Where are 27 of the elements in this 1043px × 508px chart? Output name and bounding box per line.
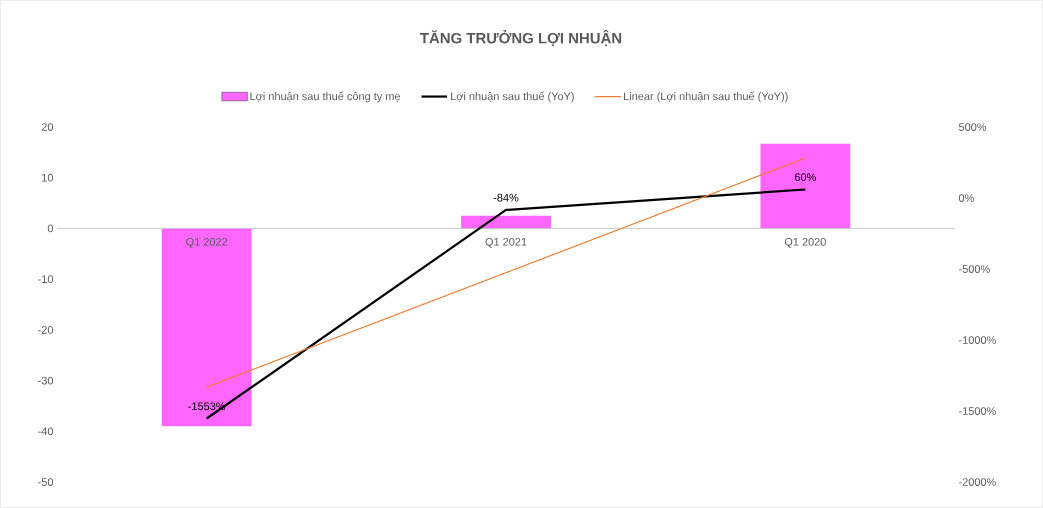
y2-tick-label: 500% — [958, 123, 987, 131]
chart-title: TĂNG TRƯỞNG LỢI NHUẬN — [420, 29, 622, 47]
x-tick-label: Q1 2021 — [485, 237, 527, 248]
bar — [461, 215, 551, 229]
y-tick-label: 20 — [41, 123, 54, 131]
y-tick-label: -20 — [38, 325, 54, 334]
y-tick-label: -30 — [38, 376, 54, 385]
y-tick-label: 0 — [47, 224, 54, 233]
y-tick-label: -50 — [38, 478, 54, 486]
y2-tick-label: -500% — [959, 265, 990, 273]
bar — [161, 228, 252, 427]
data-label: -84% — [493, 193, 519, 202]
y2-tick-label: -1000% — [959, 336, 996, 344]
legend-label: Linear (Lợi nhuận sau thuế (YoY)) — [624, 91, 788, 103]
y-tick-label: -10 — [38, 275, 54, 284]
x-tick-label: Q1 2020 — [784, 237, 826, 248]
data-label: -1553% — [188, 402, 226, 411]
bar — [760, 143, 851, 229]
y2-tick-label: -2000% — [959, 478, 996, 486]
data-label: 60% — [794, 173, 816, 182]
y-tick-label: -40 — [38, 427, 54, 436]
y2-tick-label: -1500% — [959, 407, 996, 415]
x-tick-label: Q1 2022 — [186, 237, 228, 248]
y2-tick-label: 0% — [958, 194, 974, 202]
y-tick-label: 10 — [42, 173, 54, 182]
legend-label: Lợi nhuận sau thuế (YoY) — [451, 91, 574, 103]
legend-label: Lợi nhuận sau thuế công ty mẹ — [250, 91, 401, 103]
